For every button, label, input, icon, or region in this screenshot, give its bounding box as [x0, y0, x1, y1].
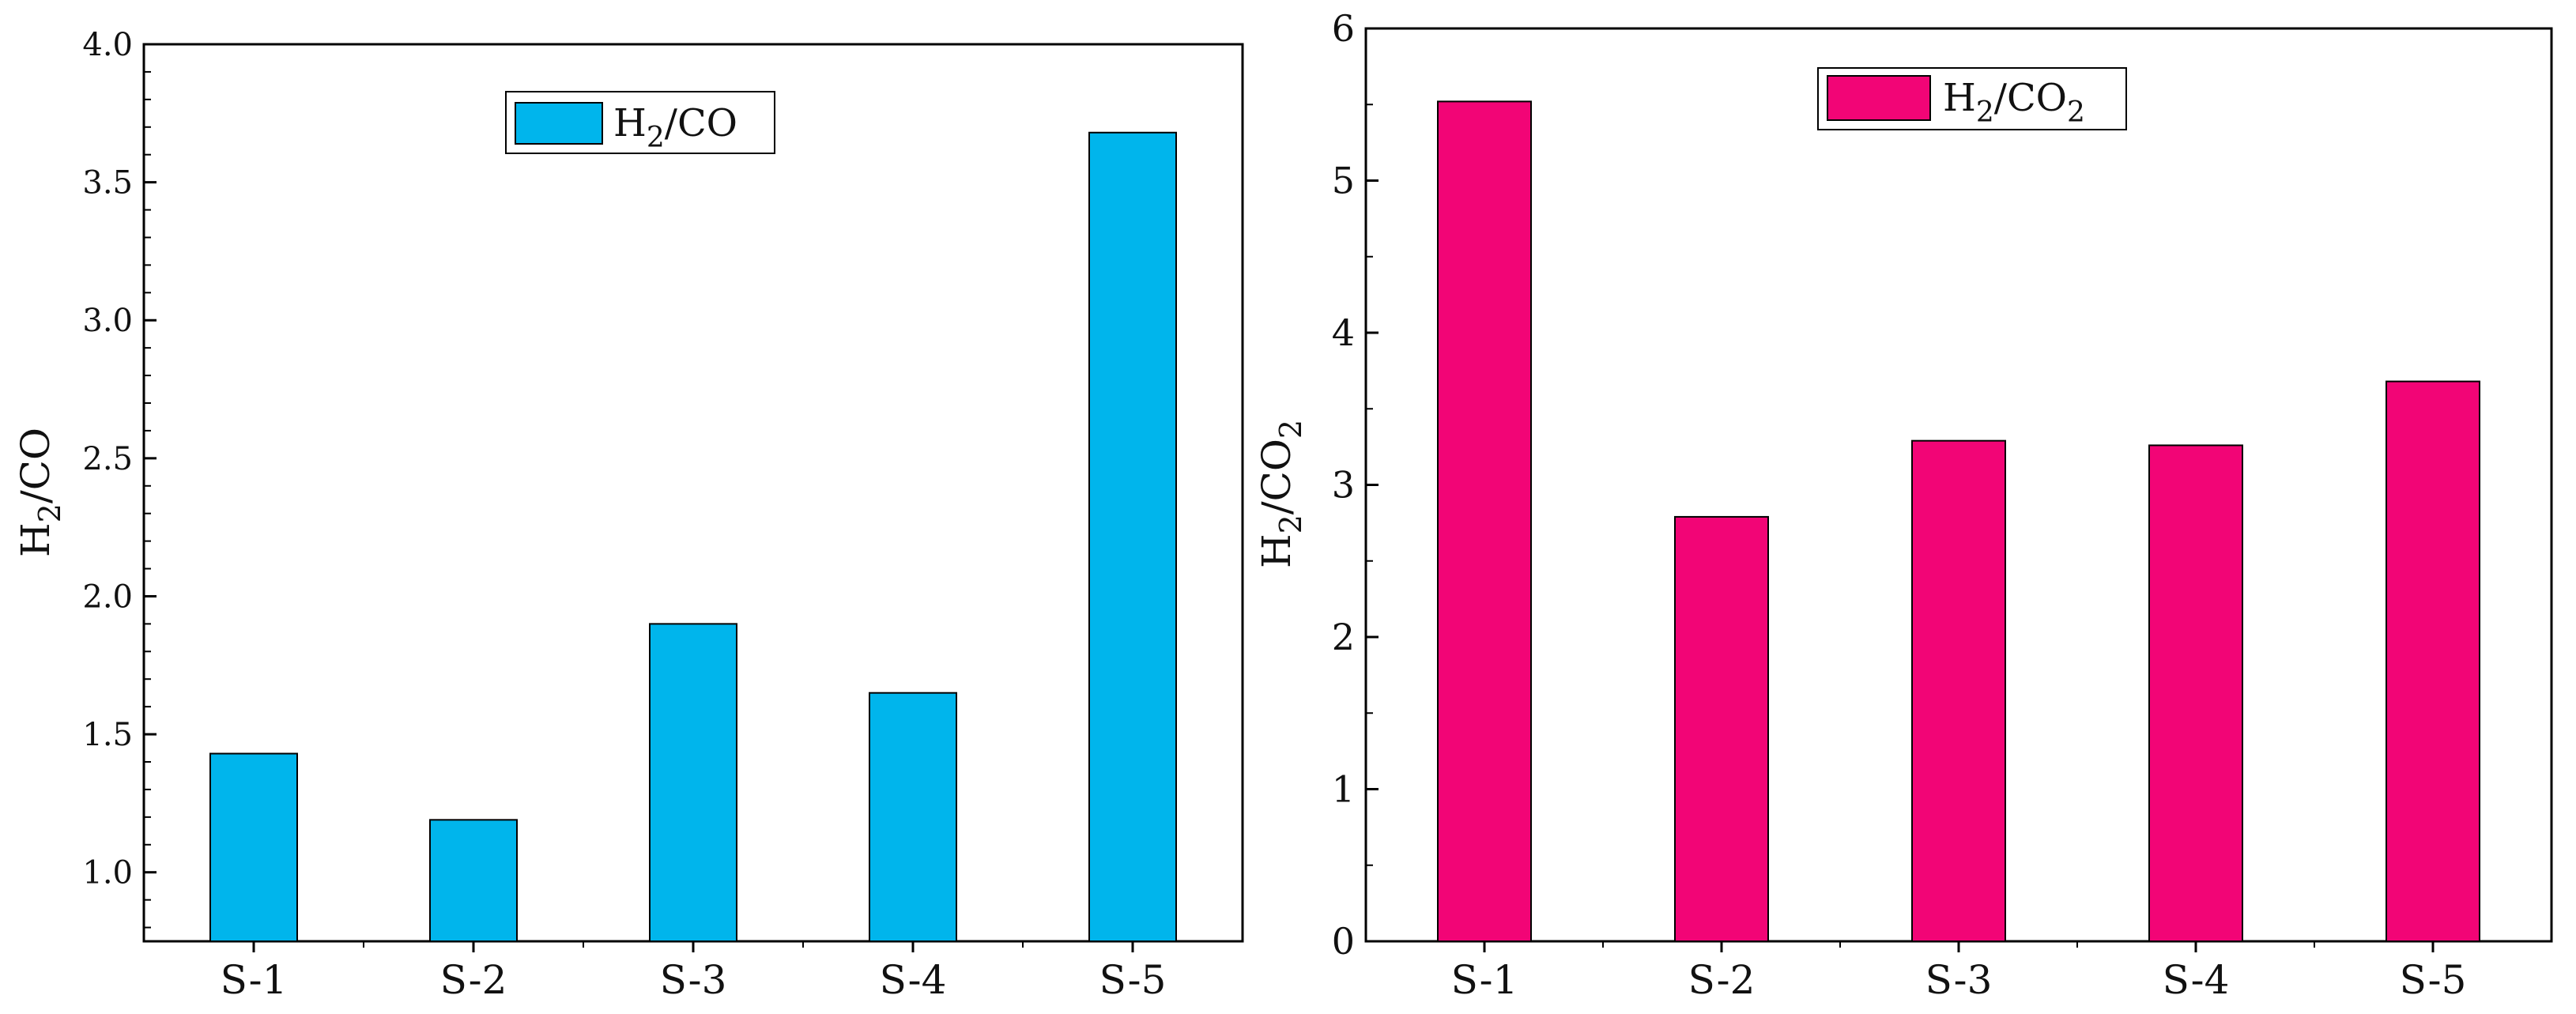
- bars: [1437, 100, 2480, 943]
- legend-label: H2/CO: [613, 101, 737, 154]
- y-ticks: 1.0 1.5 2.0 2.5 3.0 3.5 4.0: [82, 27, 157, 929]
- y-tick-label: 1: [1332, 768, 1355, 811]
- chart-h2-co: 1.0 1.5 2.0 2.5 3.0 3.5 4.0 S-1 S-2 S-3 S-4 S-5 H2…: [13, 27, 1244, 1003]
- x-ticks: S-1 S-2 S-3 S-4 S-5: [1451, 941, 2467, 1003]
- y-tick-label: 5: [1332, 160, 1355, 202]
- x-tick-label: S-4: [880, 957, 947, 1003]
- bar-s-4: [869, 692, 957, 942]
- legend-swatch: [515, 102, 603, 145]
- bar-s-1: [209, 752, 298, 942]
- y-axis-title-text: H2/CO2: [1254, 420, 1308, 568]
- y-tick-label: 2: [1332, 616, 1355, 658]
- y-tick-label: 2.0: [82, 579, 133, 615]
- y-tick-label: 6: [1332, 7, 1355, 50]
- x-tick-label: S-2: [1688, 957, 1756, 1003]
- bar-s-3: [649, 623, 737, 943]
- bar-s-4: [2148, 444, 2243, 942]
- x-tick-label: S-2: [440, 957, 507, 1003]
- bar-s-2: [429, 819, 518, 943]
- x-tick-label: S-5: [2400, 957, 2467, 1003]
- y-tick-label: 3.5: [82, 165, 133, 202]
- bar-s-3: [1911, 439, 2006, 942]
- bar-s-1: [1437, 100, 1532, 942]
- y-axis-title-text: H2/CO: [13, 428, 67, 557]
- legend-swatch: [1827, 75, 1931, 121]
- y-tick-label: 3: [1332, 464, 1355, 507]
- y-axis-title: H2/CO2: [1254, 420, 1308, 568]
- x-tick-label: S-3: [1925, 957, 1993, 1003]
- y-tick-label: 1.0: [82, 855, 133, 891]
- bars: [209, 131, 1177, 943]
- legend: H2/CO2: [1817, 67, 2127, 130]
- y-tick-label: 1.5: [82, 717, 133, 753]
- y-tick-label: 4: [1332, 311, 1355, 354]
- legend-label: H2/CO2: [1943, 76, 2085, 129]
- y-tick-label: 3.0: [82, 303, 133, 339]
- bar-s-5: [1088, 131, 1177, 942]
- x-ticks: S-1 S-2 S-3 S-4 S-5: [221, 941, 1167, 1003]
- y-ticks: 0 1 2 3 4 5 6: [1332, 7, 1379, 963]
- y-tick-label: 4.0: [82, 27, 133, 63]
- x-tick-label: S-3: [660, 957, 727, 1003]
- legend: H2/CO: [505, 91, 775, 154]
- y-axis-title: H2/CO: [13, 428, 67, 557]
- y-tick-label: 0: [1332, 920, 1355, 963]
- y-tick-label: 2.5: [82, 441, 133, 477]
- x-tick-label: S-5: [1099, 957, 1167, 1003]
- chart-h2-co2: 0 1 2 3 4 5 6 S-1 S-2 S-3 S-4 S-5 H2/CO2 H2/CO2: [1254, 7, 2553, 1003]
- x-tick-label: S-1: [1451, 957, 1518, 1003]
- x-tick-label: S-1: [221, 957, 288, 1003]
- bar-s-5: [2386, 380, 2480, 943]
- bar-s-2: [1674, 515, 1769, 942]
- x-tick-label: S-4: [2163, 957, 2230, 1003]
